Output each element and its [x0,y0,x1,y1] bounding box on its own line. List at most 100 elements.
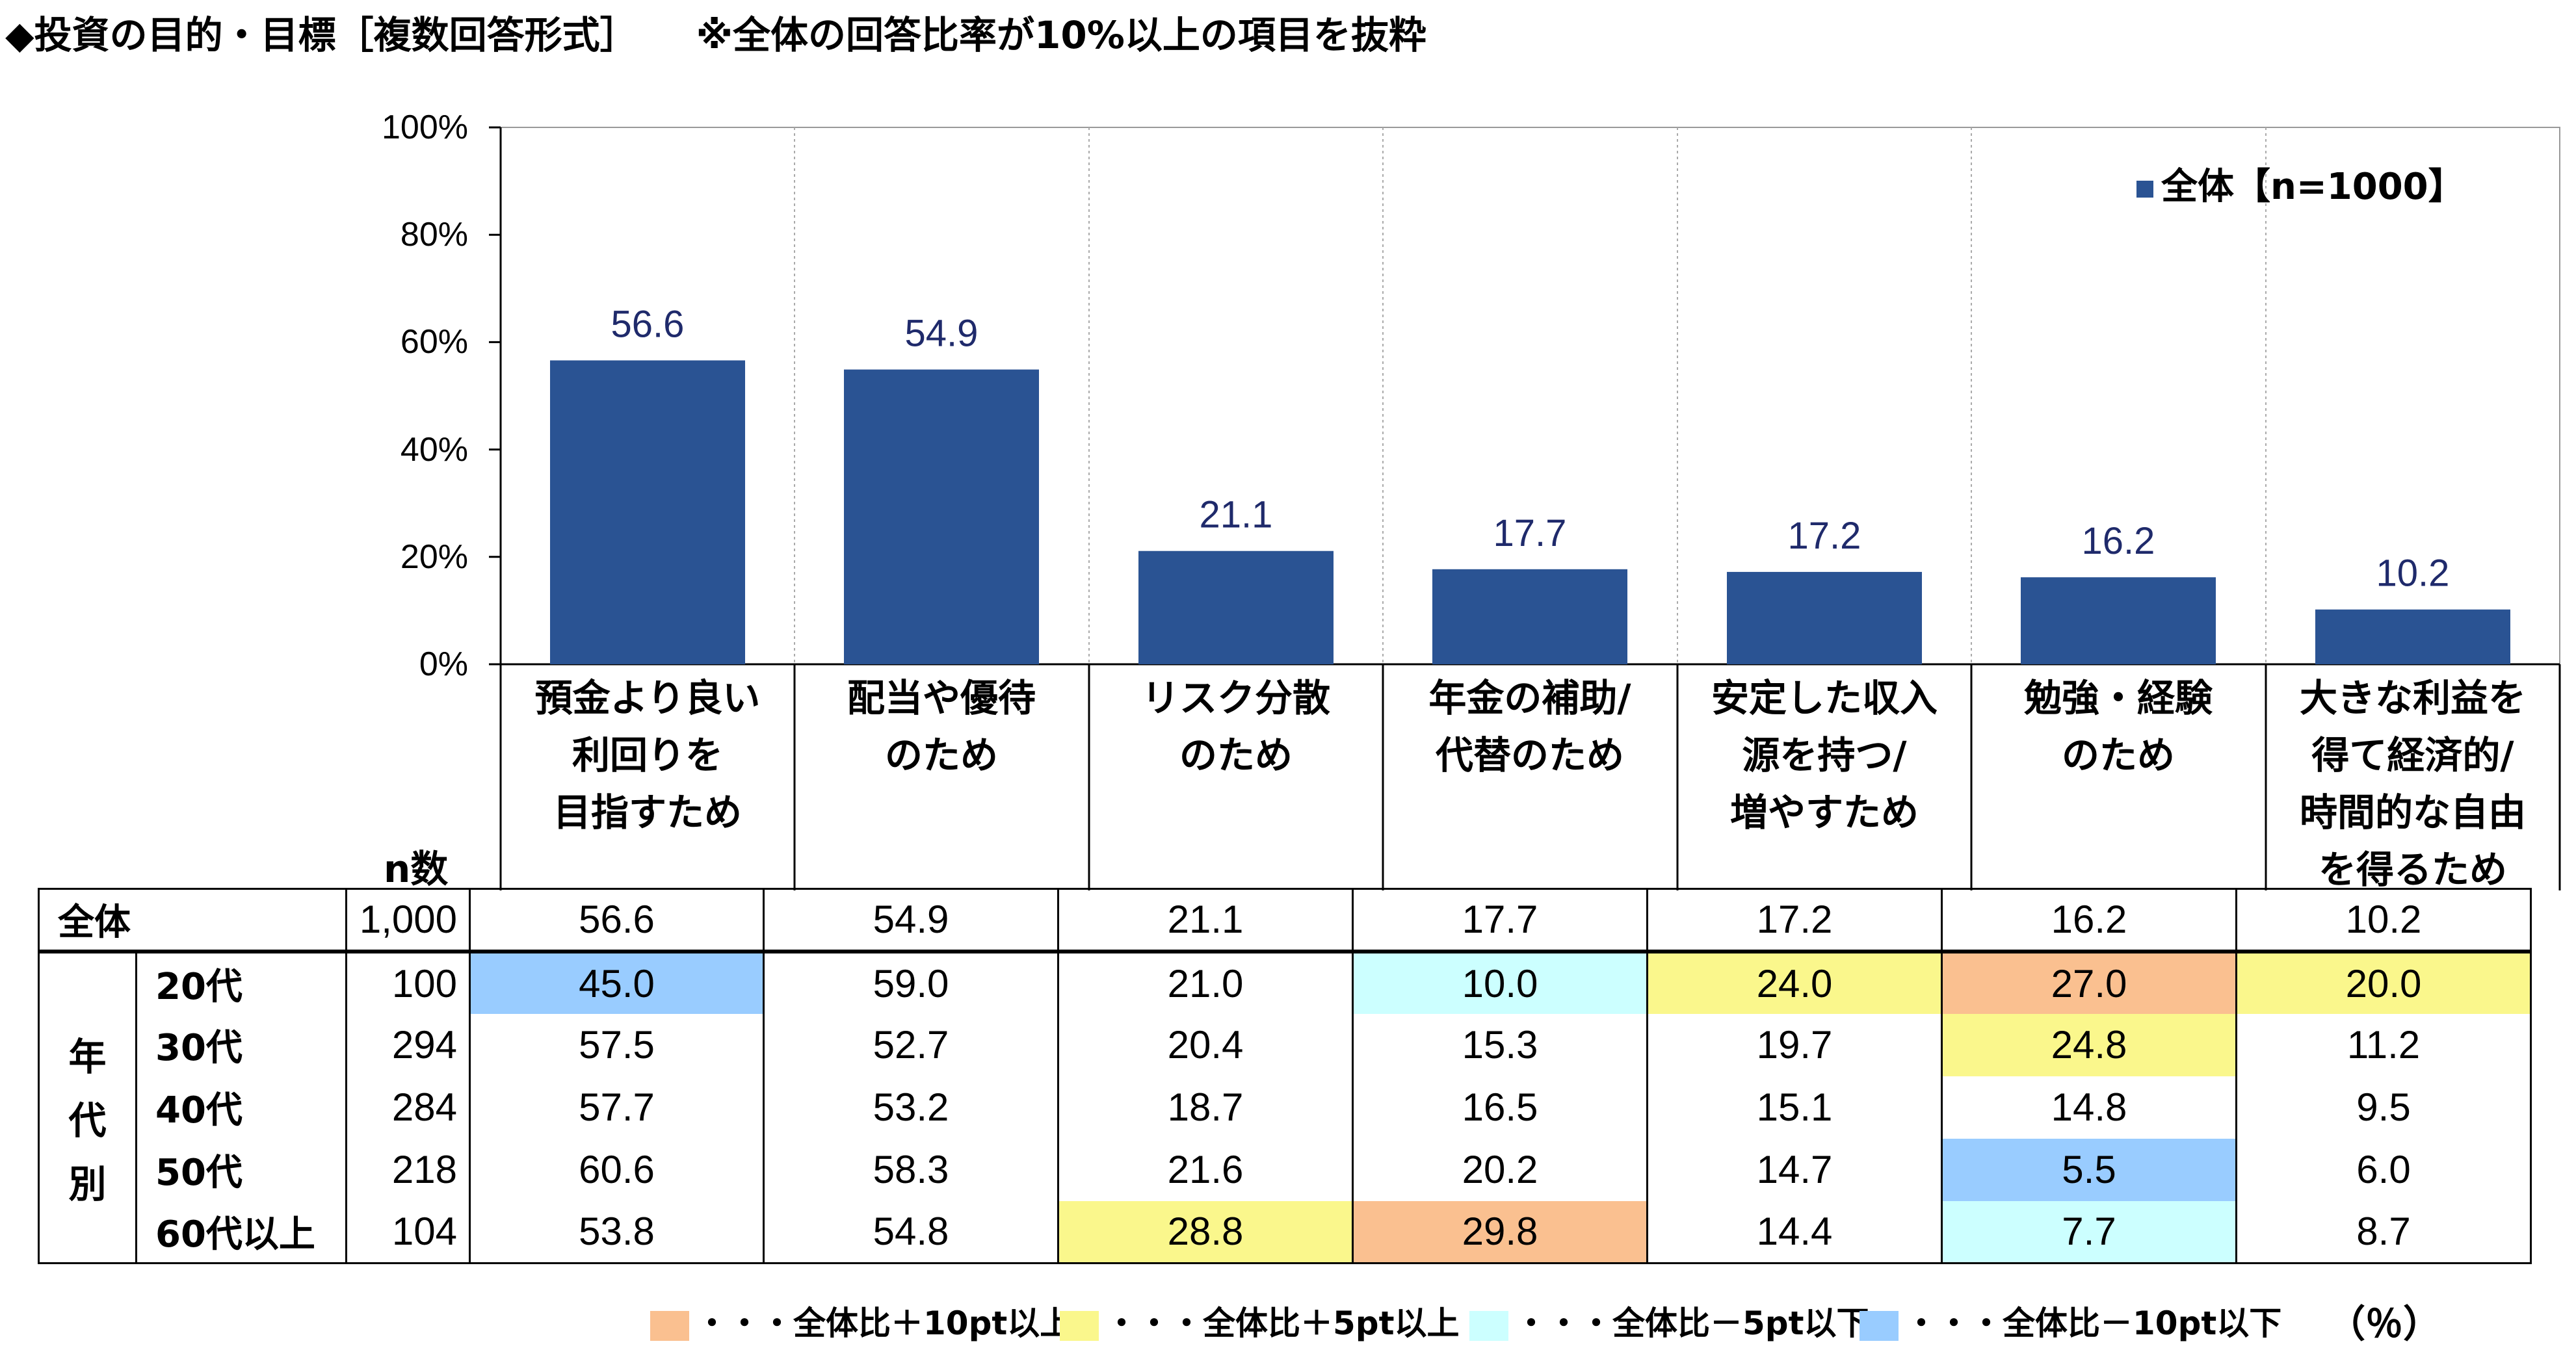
row-label: 30代 [135,1013,347,1076]
table-row-total: 全体 1,000 56.6 54.9 21.1 17.7 17.2 16.2 10.2 [38,888,2532,953]
table-row: 40代 284 57.7 53.2 18.7 16.5 15.1 14.8 9.5 [39,1076,2532,1139]
table-cell: 29.8 [1352,1200,1648,1264]
bar [1432,569,1627,664]
color-key-swatch [1860,1310,1899,1341]
n-header: n数 [384,847,449,891]
table-cell: 58.3 [763,1138,1059,1201]
row-n: 284 [345,1076,471,1139]
table-cell: 24.0 [1646,950,1943,1014]
title-note: ※全体の回答比率が10%以上の項目を抜粋 [696,13,1426,57]
table-cell: 19.7 [1646,1013,1943,1076]
color-key-label: ・・・全体比＋5pt以上 [1105,1304,1460,1342]
table-cell: 14.7 [1646,1138,1943,1201]
table-cell: 21.0 [1057,950,1354,1014]
table-row: 60代以上 104 53.8 54.8 28.8 29.8 14.4 7.7 8.7 [39,1200,2532,1264]
table-cell: 57.7 [469,1076,765,1139]
category-label-line: のため [884,733,998,777]
table-cell: 17.7 [1352,888,1648,953]
table-cell: 20.0 [2235,950,2532,1014]
table-cell: 24.8 [1941,1013,2237,1076]
color-key-item: ・・・全体比－5pt以下 [1469,1297,1869,1344]
category-label: 勉強・経験 のため [1971,669,2265,784]
legend: 全体【n=1000】 [2136,157,2465,210]
table-cell: 53.2 [763,1076,1059,1139]
title-text: ◆投資の目的・目標［複数回答形式］ [5,13,638,57]
y-tick-label: 0% [419,645,468,683]
y-tick-label: 20% [400,538,468,576]
bar-value-label: 16.2 [2082,520,2155,562]
table-cell: 15.1 [1646,1076,1943,1139]
category-label: 預金より良い 利回りを 目指すため [501,669,795,841]
category-label-line: 預金より良い [534,676,761,720]
page-title: ◆投資の目的・目標［複数回答形式］ ※全体の回答比率が10%以上の項目を抜粋 [5,9,1426,61]
row-n: 1,000 [345,888,471,953]
bar [1138,551,1334,664]
table-cell: 15.3 [1352,1013,1648,1076]
group-label-char: 年 [68,1035,107,1080]
table-row: 年代別 20代 100 45.0 59.0 21.0 10.0 24.0 27.0 20.0 [38,950,2532,1264]
table-cell: 9.5 [2235,1076,2532,1139]
category-label: 大きな利益を 得て経済的/時間的な自由 を得るため [2266,669,2560,898]
row-n: 100 [345,950,471,1014]
category-label-line: 利回りを [572,733,723,777]
table-cell: 54.8 [763,1200,1059,1264]
category-label-line: リスク分散 [1141,676,1330,720]
table-cell: 14.4 [1646,1200,1943,1264]
table-cell: 16.5 [1352,1076,1648,1139]
bar [1727,571,1922,664]
table-cell: 16.2 [1941,888,2237,953]
group-label: 年代別 [38,950,137,1264]
bar-value-label: 21.1 [1200,494,1273,536]
color-key-item: ・・・全体比－10pt以下 [1860,1297,2281,1344]
category-label-line: 勉強・経験 [2023,676,2213,720]
category-label: 安定した収入 源を持つ/増やすため [1677,669,1971,841]
y-tick-label: 80% [400,216,468,254]
row-label: 40代 [135,1076,347,1139]
row-n: 294 [345,1013,471,1076]
table-cell: 10.0 [1352,950,1648,1014]
table-cell: 53.8 [469,1200,765,1264]
category-label-line: 安定した収入 [1711,676,1938,720]
bar-value-label: 54.9 [905,313,979,355]
category-label-line: 年金の補助/ [1428,676,1631,720]
row-label: 50代 [135,1138,347,1201]
color-key-label: ・・・全体比－10pt以下 [1905,1304,2282,1342]
row-n: 218 [345,1138,471,1201]
color-key-item: ・・・全体比＋10pt以上 [650,1297,1072,1344]
bar-value-label: 56.6 [611,303,685,345]
category-label-line: 代替のため [1435,733,1624,777]
group-label-char: 別 [68,1162,107,1207]
table-cell: 10.2 [2235,888,2532,953]
color-key-swatch [1469,1310,1508,1341]
row-label: 全体 [38,888,347,953]
bar [2021,577,2216,664]
category-label-line: 得て経済的/ [2311,733,2514,777]
group-label-char: 代 [68,1098,107,1143]
table-cell: 59.0 [763,950,1059,1014]
table-cell: 6.0 [2235,1138,2532,1201]
category-label: 配当や優待 のため [795,669,1088,784]
table-cell: 52.7 [763,1013,1059,1076]
bar-value-label: 17.7 [1493,512,1567,554]
category-label-line: を得るため [2318,848,2507,892]
category-label-line: 配当や優待 [847,676,1036,720]
table-cell: 57.5 [469,1013,765,1076]
table-cell: 14.8 [1941,1076,2237,1139]
table-row: 30代 294 57.5 52.7 20.4 15.3 19.7 24.8 11.2 [39,1013,2532,1076]
table-cell: 11.2 [2235,1013,2532,1076]
table-cell: 45.0 [469,950,765,1014]
table-cell: 54.9 [763,888,1059,953]
color-key-item: ・・・全体比＋5pt以上 [1060,1297,1459,1344]
table-cell: 27.0 [1941,950,2237,1014]
bar [550,360,745,664]
bar-value-label: 17.2 [1788,515,1861,557]
table-row: 50代 218 60.6 58.3 21.6 20.2 14.7 5.5 6.0 [39,1138,2532,1201]
table-cell: 18.7 [1057,1076,1354,1139]
table-cell: 56.6 [469,888,765,953]
row-label: 60代以上 [135,1200,347,1264]
category-label-line: 増やすため [1729,790,1919,835]
legend-swatch [2136,180,2153,198]
row-label: 20代 [135,950,347,1014]
category-label-line: 大きな利益を [2299,676,2526,720]
